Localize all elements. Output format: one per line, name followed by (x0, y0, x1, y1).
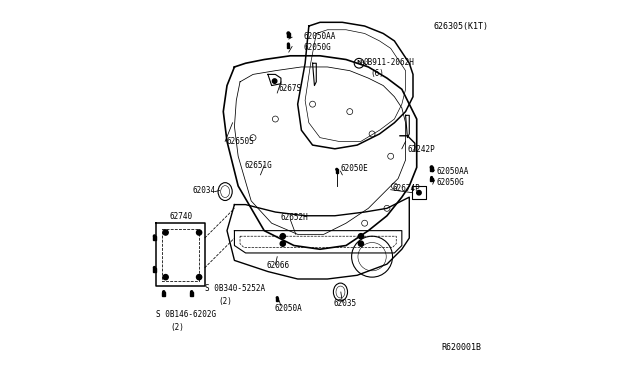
Text: 62050E: 62050E (340, 164, 368, 173)
Circle shape (280, 241, 285, 246)
Text: 62651G: 62651G (245, 161, 273, 170)
Text: R620001B: R620001B (442, 343, 481, 352)
Circle shape (273, 79, 277, 83)
Text: 62740: 62740 (170, 212, 193, 221)
Circle shape (154, 235, 156, 237)
Circle shape (154, 267, 156, 269)
Circle shape (276, 297, 278, 299)
Text: 62050AA: 62050AA (303, 32, 336, 41)
Circle shape (191, 291, 193, 293)
Text: 62652H: 62652H (281, 213, 308, 222)
Text: N: N (356, 60, 362, 65)
Bar (276, 298, 278, 301)
Text: 62674P: 62674P (392, 185, 420, 193)
Circle shape (163, 291, 165, 293)
Text: 626305(K1T): 626305(K1T) (434, 22, 489, 31)
Circle shape (196, 230, 202, 235)
Text: S 0B146-6202G: S 0B146-6202G (156, 310, 216, 319)
Bar (163, 292, 165, 296)
Text: 62050AA: 62050AA (436, 167, 468, 176)
Text: 62035: 62035 (334, 299, 357, 308)
Circle shape (280, 234, 285, 239)
Bar (287, 44, 289, 48)
Circle shape (196, 275, 202, 280)
Text: 6267S: 6267S (278, 84, 302, 93)
Circle shape (287, 32, 290, 35)
Text: (6): (6) (371, 69, 385, 78)
Text: (2): (2) (219, 297, 233, 306)
Bar (335, 169, 338, 173)
Text: S 0B340-5252A: S 0B340-5252A (205, 284, 266, 293)
Circle shape (430, 166, 433, 169)
Bar (431, 177, 433, 181)
Bar (190, 292, 193, 296)
Bar (153, 267, 156, 272)
Text: 0B911-2062H: 0B911-2062H (364, 58, 415, 67)
Bar (287, 33, 290, 38)
Circle shape (336, 169, 338, 170)
Bar (153, 236, 156, 240)
Text: 62650S: 62650S (227, 137, 254, 146)
Text: 62050A: 62050A (275, 304, 302, 313)
Circle shape (287, 43, 289, 45)
Circle shape (358, 241, 364, 246)
Circle shape (417, 190, 421, 195)
Circle shape (431, 177, 433, 179)
Circle shape (358, 234, 364, 239)
Circle shape (163, 275, 168, 280)
Text: 62066: 62066 (266, 261, 289, 270)
Circle shape (163, 230, 168, 235)
Text: 62034: 62034 (193, 186, 216, 195)
Text: 62050G: 62050G (436, 178, 464, 187)
Bar (430, 167, 433, 171)
Text: (2): (2) (170, 323, 184, 332)
Text: 62242P: 62242P (408, 145, 435, 154)
Text: 62050G: 62050G (303, 43, 332, 52)
